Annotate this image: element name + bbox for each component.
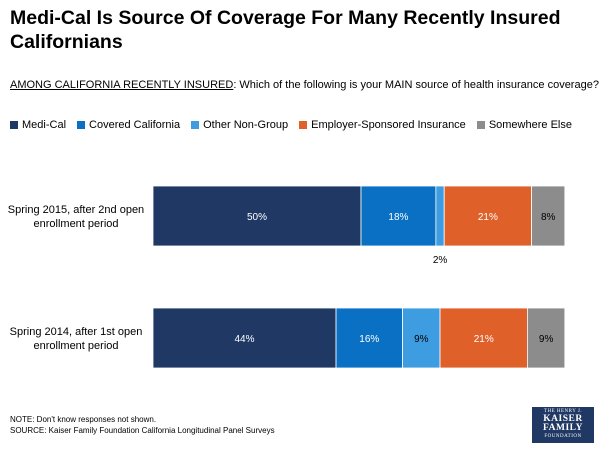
data-label-outside: 2% [433, 255, 448, 266]
category-label: Spring 2014, after 1st open [10, 326, 143, 338]
chart-title: Medi-Cal Is Source Of Coverage For Many … [10, 7, 561, 53]
subtitle-question: : Which of the following is your MAIN so… [233, 79, 599, 91]
legend-label: Other Non-Group [203, 119, 289, 131]
subtitle-population: AMONG CALIFORNIA RECENTLY INSURED [10, 79, 234, 91]
chart-subtitle: AMONG CALIFORNIA RECENTLY INSURED: Which… [10, 78, 599, 92]
stacked-bar-chart: Spring 2015, after 2nd open enrollment pe… [8, 185, 566, 369]
data-label: 21% [474, 334, 494, 345]
legend-label: Somewhere Else [488, 119, 572, 131]
data-label: 9% [414, 334, 429, 345]
legend-item-employer-sponsored-insurance: Employer-Sponsored Insurance [299, 119, 466, 131]
data-label: 18% [388, 212, 408, 223]
logo-line-1: THE HENRY J. [543, 409, 583, 414]
legend-item-somewhere-else: Somewhere Else [476, 119, 572, 131]
category-label: enrollment period [34, 340, 119, 352]
legend-item-medi-cal: Medi-Cal [10, 119, 66, 131]
legend-swatch [476, 121, 485, 129]
legend-item-other-non-group: Other Non-Group [191, 119, 288, 131]
bar-segment-other-non-group [435, 185, 445, 247]
data-label: 16% [359, 334, 379, 345]
legend-item-covered-california: Covered California [77, 119, 180, 131]
legend-swatch [191, 121, 200, 129]
bar-segment-somewhere-else [531, 185, 566, 247]
legend-label: Medi-Cal [22, 119, 67, 131]
legend-label: Covered California [89, 119, 181, 131]
source-text: SOURCE: Kaiser Family Foundation Califor… [10, 426, 275, 435]
chart-legend: Medi-Cal Covered California Other Non-Grou… [10, 118, 583, 132]
data-label: 50% [247, 212, 267, 223]
legend-label: Employer-Sponsored Insurance [311, 119, 466, 131]
legend-swatch [299, 121, 308, 129]
data-label: 44% [235, 334, 255, 345]
bar-segment-covered-california [335, 307, 404, 369]
logo-line-2a: KAISER [543, 414, 583, 424]
data-label: 8% [541, 212, 556, 223]
data-label: 9% [539, 334, 554, 345]
logo-line-2b: FAMILY [543, 423, 583, 433]
kaiser-family-foundation-logo: THE HENRY J. KAISER FAMILY FOUNDATION [532, 407, 594, 443]
legend-swatch [10, 121, 18, 129]
category-label: enrollment period [34, 218, 119, 230]
category-label: Spring 2015, after 2nd open [8, 204, 144, 216]
bar-segment-other-non-group [402, 307, 441, 369]
note-text: NOTE: Don't know responses not shown. [10, 415, 157, 424]
logo-line-3: FOUNDATION [544, 434, 582, 439]
bar-segment-somewhere-else [527, 307, 566, 369]
legend-swatch [77, 121, 86, 129]
bar-segment-medi-cal [152, 185, 362, 247]
bar-segment-medi-cal [152, 307, 337, 369]
data-label: 21% [478, 212, 498, 223]
